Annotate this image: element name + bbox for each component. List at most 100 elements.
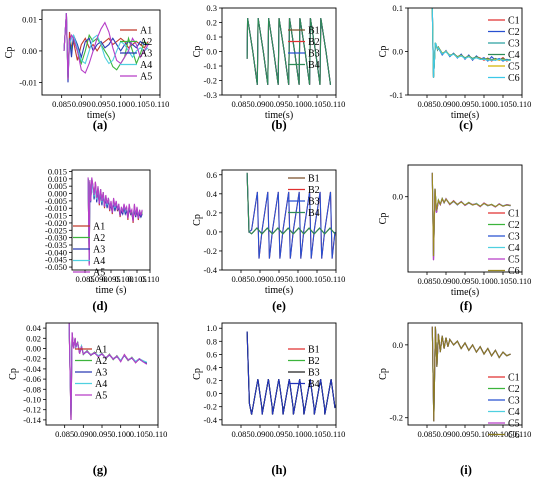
panel-label: (f) [460, 299, 473, 313]
y-tick-label: 0.0 [392, 340, 403, 350]
panel-label: (d) [92, 299, 107, 313]
legend-label-A4: A4 [95, 379, 107, 390]
panel-label: (a) [93, 118, 108, 132]
x-tick-label: 0.105 [307, 274, 326, 284]
y-tick-label: -0.4 [204, 265, 218, 275]
x-tick-label: 0.105 [493, 99, 512, 109]
x-tick-label: 0.095 [269, 99, 288, 109]
series-line-C2 [431, 326, 511, 422]
x-tick-label: 0.095 [455, 429, 474, 439]
legend-label-B2: B2 [308, 356, 320, 367]
panel-label: (h) [271, 463, 286, 477]
legend-label-B3: B3 [308, 49, 320, 60]
y-tick-label: 0.00 [22, 46, 37, 56]
legend-label-A4: A4 [93, 256, 105, 267]
y-tick-label: 0.3 [206, 3, 217, 13]
x-tick-label: 0.110 [513, 276, 532, 286]
x-tick-label: 0.095 [101, 274, 120, 284]
y-tick-label: -0.035 [45, 240, 67, 250]
y-tick-label: 0.1 [392, 3, 403, 13]
legend-label-B4: B4 [308, 60, 320, 71]
x-tick-label: 0.100 [111, 429, 130, 439]
series-line-B1 [246, 172, 336, 235]
y-tick-label: -0.06 [23, 374, 41, 384]
legend-label-C5: C5 [508, 419, 520, 430]
x-tick-label: 0.110 [513, 429, 532, 439]
x-axis-label: time(s) [265, 285, 293, 296]
x-tick-label: 0.105 [307, 99, 326, 109]
legend-label-C2: C2 [508, 220, 520, 231]
x-tick-label: 0.100 [474, 429, 493, 439]
series-line-C6 [431, 326, 511, 422]
y-tick-label: -0.015 [45, 211, 67, 221]
y-tick-label: 0.0 [392, 47, 403, 57]
y-tick-label: -0.10 [23, 395, 41, 405]
y-tick-label: 0.1 [206, 32, 217, 42]
series-line-C5 [431, 326, 511, 422]
y-axis-label: Cp [378, 46, 389, 58]
panel-f: 0.085 0.090 0.095 0.100 0.105 0.110 0.0 time(s)… [378, 164, 532, 313]
x-tick-label: 0.085 [417, 99, 436, 109]
panel-a: 0.085 0.090 0.095 0.100 0.105 0.110 -0.01 0.00 0… [4, 9, 169, 132]
y-axis-label: Cp [378, 213, 389, 225]
y-tick-label: -0.08 [23, 384, 41, 394]
series-line-B3 [246, 172, 336, 259]
series-line-C6 [431, 172, 511, 257]
panel-c: 0.085 0.090 0.095 0.100 0.105 0.110 -0.1 0.0 0.1… [378, 3, 531, 132]
y-tick-label: -0.2 [204, 246, 217, 256]
x-tick-label: 0.085 [231, 99, 250, 109]
x-tick-label: 0.110 [141, 274, 160, 284]
legend-label-C2: C2 [508, 27, 520, 38]
plot-frame [407, 7, 523, 96]
series-line-A4 [63, 13, 149, 77]
x-tick-label: 0.085 [55, 429, 74, 439]
series-line-B4 [246, 172, 336, 235]
legend-label-B3: B3 [308, 197, 320, 208]
x-tick-label: 0.110 [513, 99, 532, 109]
legend-label-A1: A1 [140, 26, 152, 37]
x-tick-label: 0.105 [127, 274, 146, 284]
x-tick-label: 0.110 [149, 429, 168, 439]
legend-label-B1: B1 [308, 26, 320, 37]
panel-label: (b) [271, 118, 286, 132]
series-line-C3 [431, 326, 511, 422]
x-tick-label: 0.090 [436, 99, 455, 109]
y-tick-label: 0.2 [206, 18, 217, 28]
y-tick-label: -0.12 [23, 405, 41, 415]
legend-label-A1: A1 [93, 222, 105, 233]
legend-label-C2: C2 [508, 384, 520, 395]
y-tick-label: 0.015 [48, 166, 67, 176]
y-tick-label: -0.02 [23, 354, 41, 364]
y-tick-label: -0.01 [19, 77, 37, 87]
x-tick-label: 0.100 [474, 99, 493, 109]
x-tick-label: 0.100 [288, 274, 307, 284]
legend-label-C6: C6 [508, 266, 520, 277]
x-tick-label: 0.100 [288, 99, 307, 109]
y-axis-label: Cp [8, 368, 19, 380]
x-tick-label: 0.090 [74, 429, 93, 439]
x-tick-label: 0.110 [327, 429, 346, 439]
panel-label: (e) [272, 299, 286, 313]
plot-frame [407, 322, 523, 426]
y-tick-label: 0.0 [206, 47, 217, 57]
plot-frame [407, 164, 523, 273]
y-tick-label: 0.005 [48, 181, 67, 191]
panel-label: (g) [93, 463, 108, 477]
y-tick-label: 0.01 [22, 14, 37, 24]
y-tick-label: -0.2 [390, 413, 403, 423]
series-line-A3 [63, 13, 149, 83]
panel-e: 0.085 0.090 0.095 0.100 0.105 0.110 -0.4 -0.2 0.… [192, 169, 345, 313]
x-tick-label: 0.095 [455, 276, 474, 286]
y-tick-label: 0.2 [206, 208, 217, 218]
legend-label-C5: C5 [508, 255, 520, 266]
x-tick-label: 0.090 [250, 99, 269, 109]
y-tick-label: 0.02 [26, 333, 41, 343]
legend-label-C4: C4 [508, 243, 520, 254]
series-line-A5 [87, 177, 143, 266]
x-tick-label: 0.100 [114, 274, 133, 284]
legend-label-C3: C3 [508, 39, 520, 50]
legend-label-A5: A5 [140, 72, 152, 83]
x-tick-label: 0.085 [75, 274, 94, 284]
